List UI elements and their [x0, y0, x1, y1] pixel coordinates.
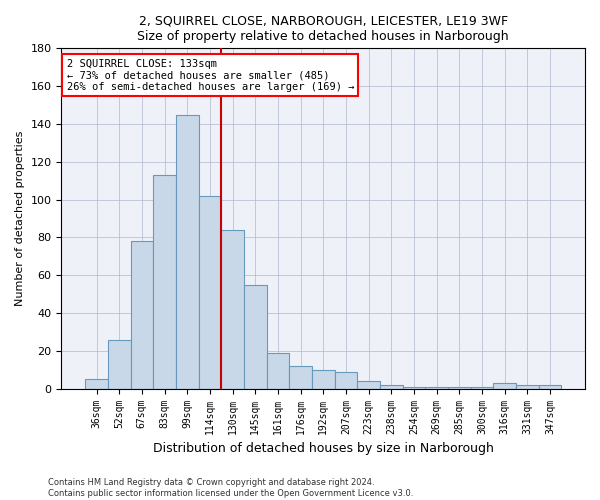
- Text: 2 SQUIRREL CLOSE: 133sqm
← 73% of detached houses are smaller (485)
26% of semi-: 2 SQUIRREL CLOSE: 133sqm ← 73% of detach…: [67, 58, 354, 92]
- Title: 2, SQUIRREL CLOSE, NARBOROUGH, LEICESTER, LE19 3WF
Size of property relative to : 2, SQUIRREL CLOSE, NARBOROUGH, LEICESTER…: [137, 15, 509, 43]
- Bar: [448, 387, 470, 388]
- Y-axis label: Number of detached properties: Number of detached properties: [15, 131, 25, 306]
- Bar: [470, 387, 493, 388]
- X-axis label: Distribution of detached houses by size in Narborough: Distribution of detached houses by size …: [153, 442, 494, 455]
- Bar: [266, 353, 289, 388]
- Bar: [85, 379, 108, 388]
- Bar: [153, 175, 176, 388]
- Bar: [403, 387, 425, 388]
- Bar: [131, 241, 153, 388]
- Text: Contains HM Land Registry data © Crown copyright and database right 2024.
Contai: Contains HM Land Registry data © Crown c…: [48, 478, 413, 498]
- Bar: [244, 284, 266, 389]
- Bar: [335, 372, 357, 388]
- Bar: [108, 340, 131, 388]
- Bar: [312, 370, 335, 388]
- Bar: [516, 385, 539, 388]
- Bar: [199, 196, 221, 388]
- Bar: [493, 383, 516, 388]
- Bar: [539, 385, 561, 388]
- Bar: [289, 366, 312, 388]
- Bar: [380, 385, 403, 388]
- Bar: [176, 114, 199, 388]
- Bar: [221, 230, 244, 388]
- Bar: [425, 387, 448, 388]
- Bar: [357, 381, 380, 388]
